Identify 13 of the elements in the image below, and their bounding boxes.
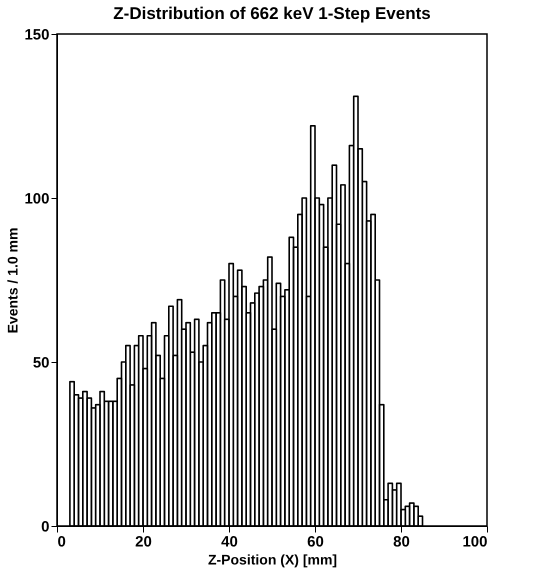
y-axis-title: Events / 1.0 mm xyxy=(4,228,20,334)
x-axis-title: Z-Position (X) [mm] xyxy=(208,552,338,568)
x-tick-label: 0 xyxy=(58,534,66,550)
y-tick-label: 100 xyxy=(24,190,50,208)
x-tick-label: 60 xyxy=(307,534,324,550)
x-tick-label: 40 xyxy=(221,534,238,550)
x-tick-label: 20 xyxy=(135,534,152,550)
x-tick-label: 100 xyxy=(462,534,488,550)
y-tick-label: 0 xyxy=(41,518,50,536)
y-tick-label: 50 xyxy=(32,354,50,372)
x-tick-label: 80 xyxy=(393,534,410,550)
chart-title: Z-Distribution of 662 keV 1-Step Events xyxy=(113,4,431,23)
y-tick-label: 150 xyxy=(24,26,50,44)
